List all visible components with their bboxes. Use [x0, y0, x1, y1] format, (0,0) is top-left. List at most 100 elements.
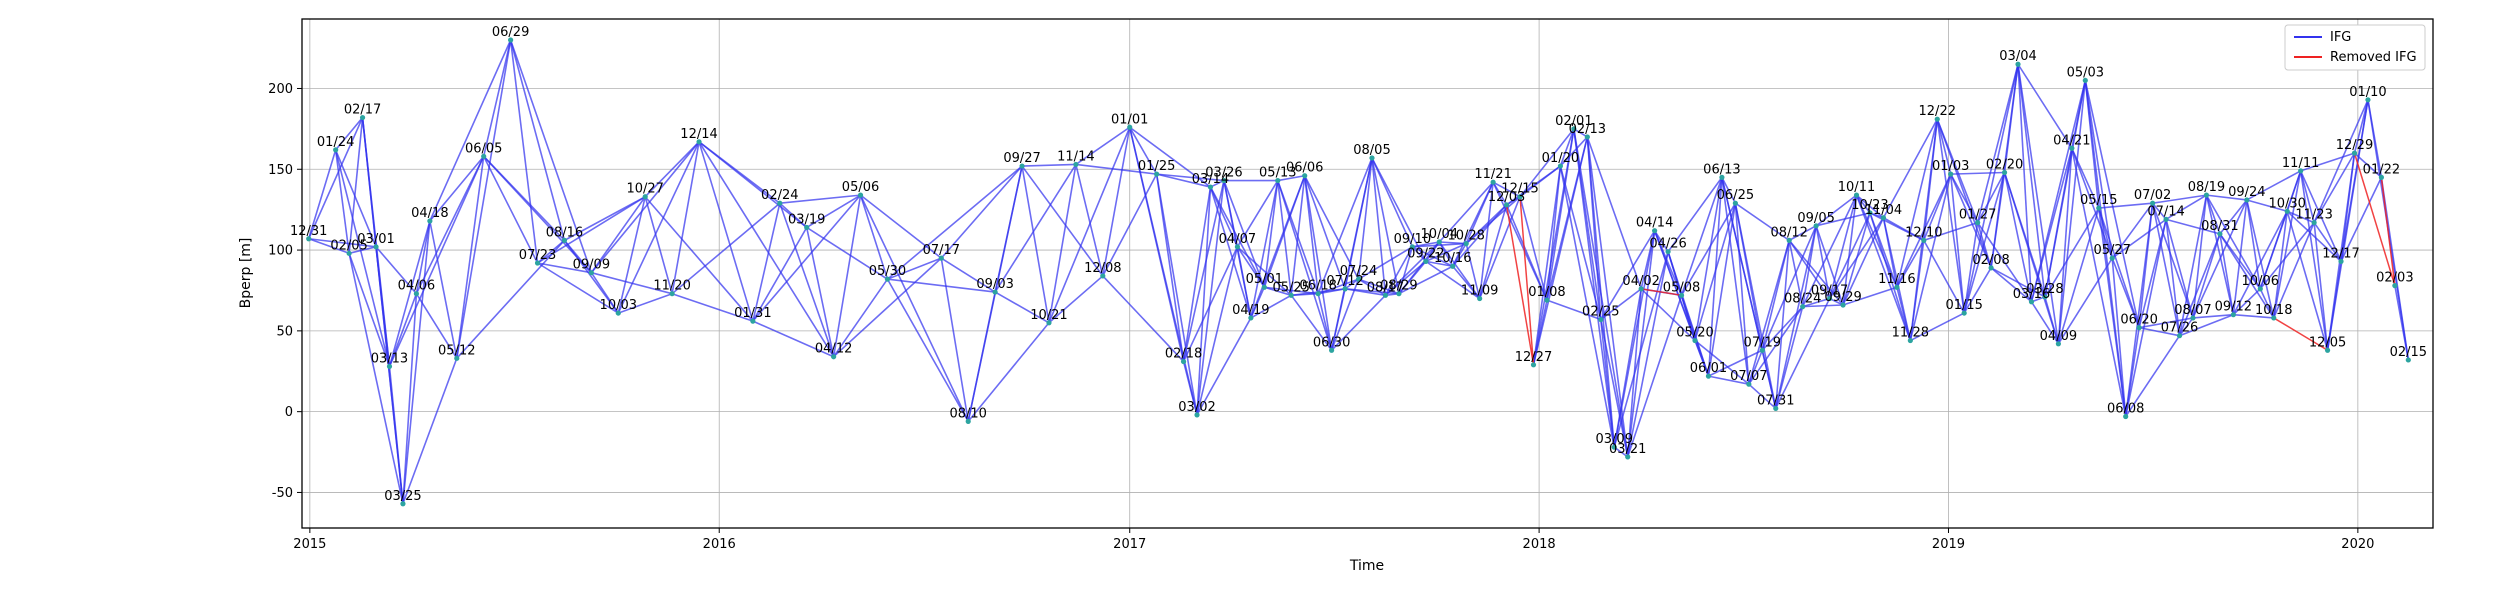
ifg-edge — [2192, 199, 2248, 319]
ifg-edge — [887, 257, 942, 280]
acquisition-point — [2042, 294, 2048, 300]
ifg-edge — [671, 141, 700, 294]
acquisition-point — [2324, 347, 2331, 353]
date-label: 04/14 — [1636, 216, 1673, 231]
ifg-edge — [1465, 243, 1481, 299]
ifg-edge — [940, 165, 1023, 259]
ifg-edge — [455, 156, 485, 359]
acquisition-point — [2150, 200, 2156, 206]
date-label: 05/08 — [1663, 280, 1700, 295]
x-tick-label: 2019 — [1932, 537, 1965, 552]
ifg-edge — [2138, 326, 2180, 337]
ifg-edges — [307, 39, 2410, 505]
date-label: 03/04 — [1999, 49, 2036, 64]
ifg-edge — [388, 156, 485, 367]
ifg-edge — [1075, 163, 1157, 175]
date-label: 11/14 — [1057, 149, 1094, 164]
ifg-edge — [1842, 195, 1858, 306]
date-label: 11/28 — [1892, 326, 1929, 341]
ifg-edge — [1694, 339, 1750, 385]
ifg-edge — [2259, 222, 2315, 290]
ifg-edge — [1209, 186, 1252, 319]
ifg-edge — [2272, 211, 2288, 319]
date-label: 11/04 — [1865, 203, 1902, 218]
ifg-edge — [1371, 157, 1427, 262]
acquisition-point — [2069, 145, 2075, 151]
ifg-edge — [2165, 194, 2207, 221]
ifg-edge — [1761, 225, 1817, 351]
ifg-edge — [617, 196, 646, 314]
ifg-edge — [537, 239, 565, 264]
ifg-edge — [1708, 375, 1749, 385]
date-label: 12/10 — [1905, 225, 1942, 240]
date-label: 11/16 — [1878, 272, 1915, 287]
ifg-edge — [860, 194, 942, 259]
ifg-edge — [2340, 99, 2369, 262]
ifg-edge — [1263, 180, 1279, 288]
ifg-edge — [456, 239, 566, 359]
date-label: 03/21 — [1609, 442, 1646, 457]
date-label: 08/31 — [2201, 219, 2238, 234]
acquisition-point — [1598, 316, 1604, 323]
acquisition-point — [1638, 286, 1644, 292]
ifg-edge — [805, 227, 835, 357]
ifg-edge — [833, 257, 942, 358]
ifg-edge — [1976, 172, 2006, 223]
ifg-edge — [1775, 298, 1831, 409]
date-label: 08/19 — [2188, 180, 2225, 195]
ifg-edge — [1223, 180, 1266, 288]
ifg-edge — [2340, 177, 2383, 262]
ifg-edge — [1748, 240, 1790, 385]
acquisition-point — [1813, 223, 1819, 229]
ifg-edge — [698, 141, 754, 322]
acquisition-point — [1584, 134, 1590, 140]
ifg-edge — [1303, 175, 1333, 351]
ifg-edge — [2165, 219, 2181, 336]
y-axis-ticks: -50 0 50 100 150 200 — [268, 82, 302, 501]
acquisition-point — [1490, 179, 1496, 185]
date-label: 04/21 — [2053, 133, 2090, 148]
ifg-edge — [1492, 181, 1521, 198]
ifg-edge — [859, 194, 889, 280]
date-label: 08/16 — [546, 225, 583, 240]
ifg-edge — [334, 149, 391, 367]
ifg-edge — [1182, 186, 1212, 362]
date-label: 03/13 — [371, 351, 408, 366]
ifg-edge — [2003, 64, 2019, 173]
ifg-edge — [752, 320, 834, 358]
ifg-edge — [1478, 182, 1494, 299]
ifg-edge — [2044, 207, 2100, 298]
acquisition-point — [1988, 265, 1994, 271]
acquisition-point — [1275, 177, 1281, 184]
ifg-edge — [2286, 210, 2342, 262]
ifg-edge — [1600, 319, 1629, 458]
ifg-edge — [2138, 203, 2154, 328]
ifg-edge — [2299, 170, 2342, 262]
ifg-edge — [1801, 194, 1858, 307]
date-label: 08/12 — [1770, 225, 1807, 240]
date-label: 02/15 — [2390, 345, 2427, 360]
ifg-edge — [1102, 173, 1158, 277]
ifg-edge — [2313, 222, 2342, 262]
ifg-edge — [1196, 187, 1212, 415]
ifg-edge — [1788, 225, 1817, 242]
acquisition-point — [1503, 202, 1510, 208]
ifg-edge — [779, 202, 835, 357]
ifg-edge — [2017, 64, 2046, 298]
date-label: 01/22 — [2363, 162, 2400, 177]
ifg-edge — [388, 293, 418, 367]
ifg-edge — [1412, 246, 1454, 267]
ifg-edge — [2286, 170, 2302, 212]
ifg-edge — [415, 293, 458, 359]
date-label: 09/24 — [2228, 185, 2265, 200]
ifg-edge — [1976, 64, 2019, 223]
ifg-edge — [644, 196, 673, 294]
acquisition-point — [1046, 320, 1052, 326]
ifg-edge — [1102, 127, 1131, 277]
ifg-edge — [886, 278, 969, 422]
ifg-edge — [308, 238, 350, 255]
ifg-edge — [1425, 260, 1453, 268]
ifg-edge — [335, 117, 364, 151]
acquisition-point — [2338, 258, 2344, 264]
